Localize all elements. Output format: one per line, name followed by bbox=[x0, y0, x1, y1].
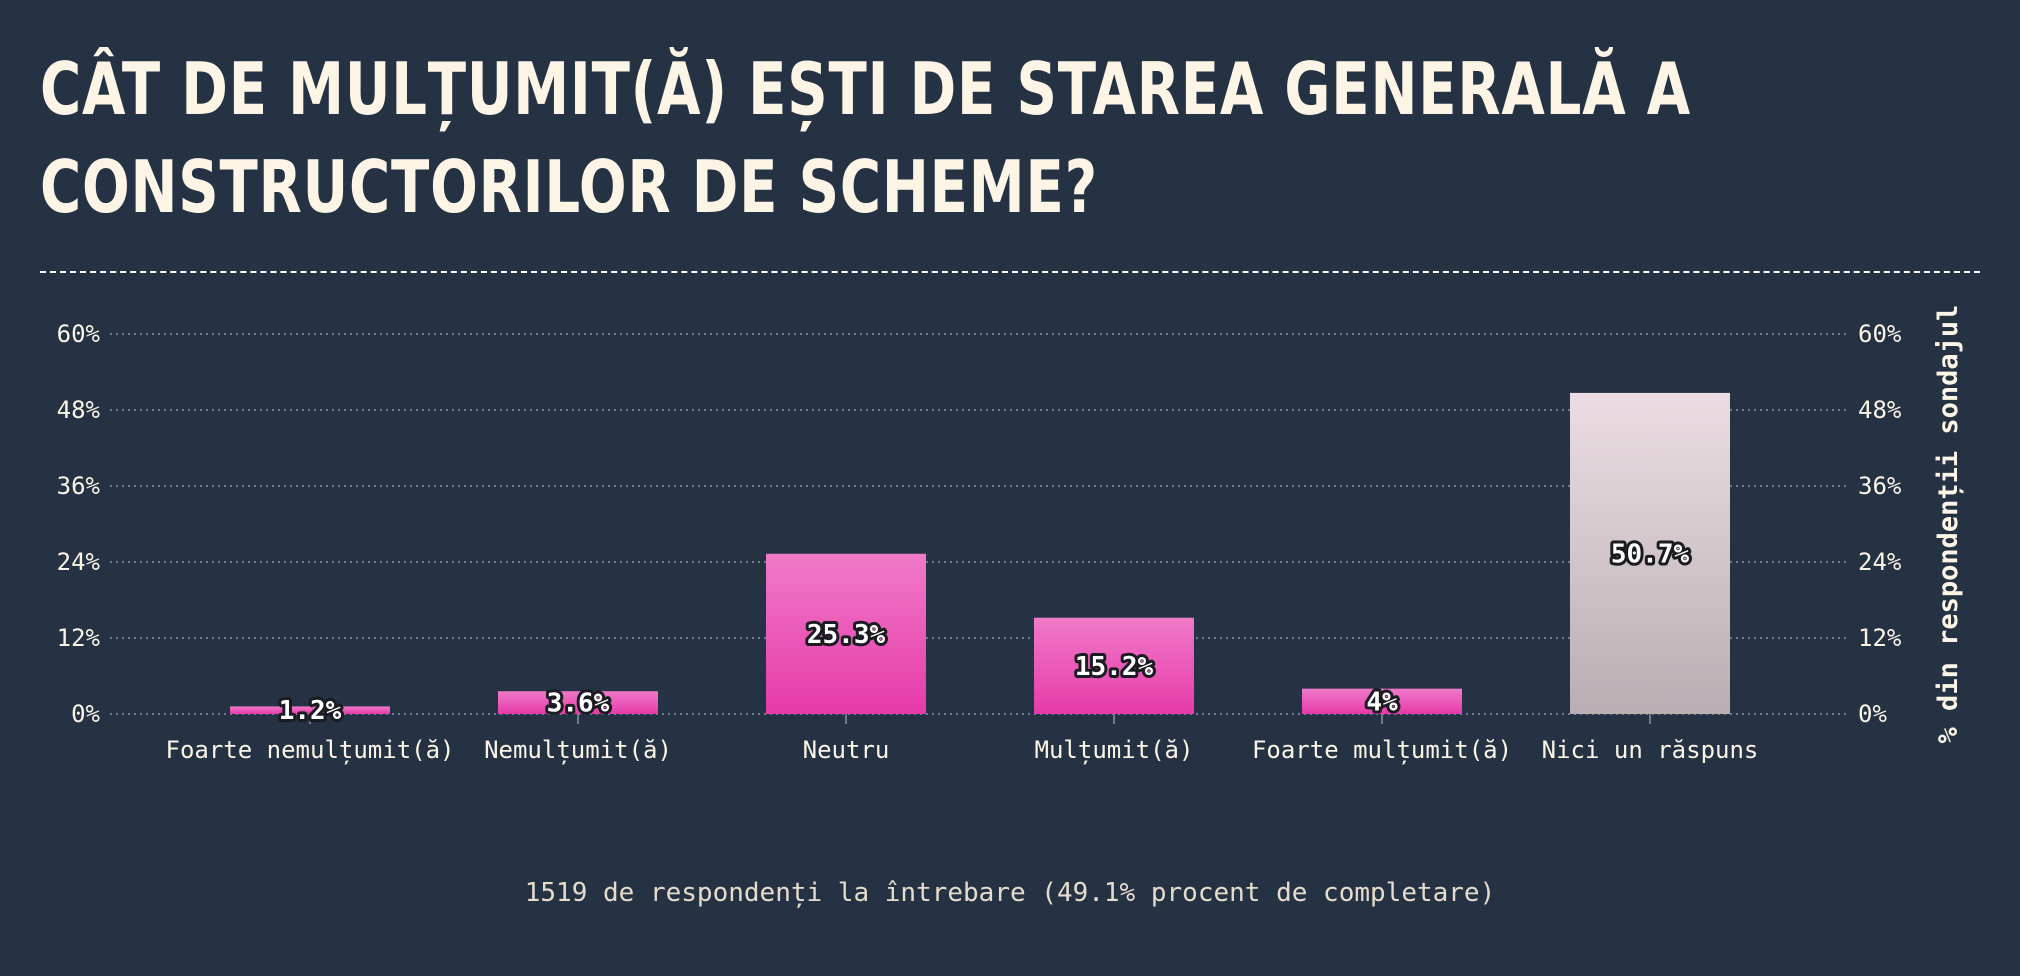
y-tick-label: 60% bbox=[57, 320, 101, 348]
y-tick-label: 12% bbox=[1858, 624, 1902, 652]
y-tick-label: 36% bbox=[1858, 472, 1902, 500]
data-label: 1.2% bbox=[279, 696, 342, 726]
y-axis-right: 0% 12% 24% 36% 48% 60% bbox=[1858, 320, 1902, 728]
y-tick-label: 0% bbox=[71, 700, 100, 728]
x-tick-label: Foarte nemulțumit(ă) bbox=[166, 736, 455, 765]
x-tick-label: Neutru bbox=[803, 736, 890, 764]
data-labels: 1.2% 3.6% 25.3% 15.2% 4% 50.7% bbox=[276, 536, 1693, 729]
data-label: 4% bbox=[1366, 687, 1398, 717]
bars bbox=[230, 392, 1730, 714]
y-axis-title: % din respondenții sondajul bbox=[1933, 305, 1964, 744]
y-tick-label: 60% bbox=[1858, 320, 1902, 348]
gridlines bbox=[110, 333, 1850, 715]
y-tick-label: 24% bbox=[1858, 548, 1902, 576]
data-label: 50.7% bbox=[1611, 539, 1690, 569]
bar bbox=[498, 691, 658, 714]
bar bbox=[766, 553, 926, 714]
y-tick-label: 12% bbox=[57, 624, 101, 652]
y-tick-label: 36% bbox=[57, 472, 101, 500]
y-tick-label: 0% bbox=[1858, 700, 1887, 728]
x-tick-label: Nemulțumit(ă) bbox=[484, 736, 672, 765]
chart-title: CÂT DE MULȚUMIT(Ă) EȘTI DE STAREA GENERA… bbox=[40, 47, 1692, 229]
y-tick-label: 24% bbox=[57, 548, 101, 576]
bar bbox=[1034, 617, 1194, 714]
x-tick-label: Foarte mulțumit(ă) bbox=[1252, 736, 1512, 765]
x-axis: Foarte nemulțumit(ă) Nemulțumit(ă) Neutru M… bbox=[166, 714, 1759, 765]
data-label: 15.2% bbox=[1075, 652, 1154, 682]
bar bbox=[230, 706, 390, 714]
data-label: 25.3% bbox=[807, 620, 886, 650]
x-tick-label: Nici un răspuns bbox=[1542, 736, 1759, 764]
respondents-footnote: 1519 de respondenți la întrebare (49.1% … bbox=[524, 878, 1496, 908]
bar bbox=[1302, 688, 1462, 714]
y-axis-left: 0% 12% 24% 36% 48% 60% bbox=[57, 320, 101, 728]
title-divider bbox=[40, 271, 1980, 273]
y-tick-label: 48% bbox=[1858, 396, 1902, 424]
bar-chart: 0% 12% 24% 36% 48% 60% 0% 12% 24% 36% 48% 60% Foar… bbox=[57, 305, 1964, 765]
x-tick-label: Mulțumit(ă) bbox=[1035, 736, 1194, 765]
bar bbox=[1570, 392, 1730, 714]
data-label: 3.6% bbox=[547, 689, 610, 719]
y-tick-label: 48% bbox=[57, 396, 101, 424]
